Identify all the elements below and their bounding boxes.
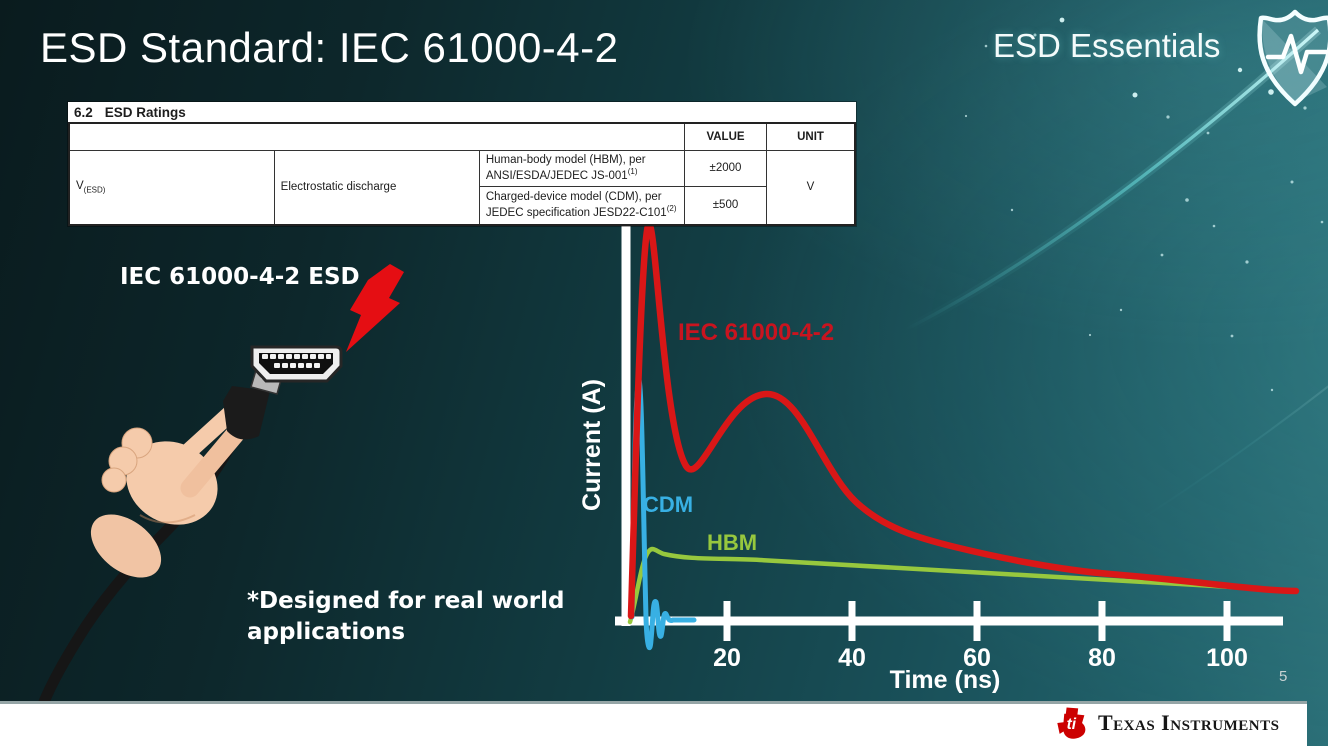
table-header-unit: UNIT xyxy=(766,122,856,151)
tick-label-60: 60 xyxy=(963,644,991,672)
svg-text:ti: ti xyxy=(1067,716,1077,733)
unit-cell: V xyxy=(766,149,856,226)
footnote-line-1: *Designed for real world xyxy=(247,588,565,614)
cdm-curve-label: CDM xyxy=(643,492,693,517)
tick-label-20: 20 xyxy=(713,644,741,672)
illustration-label: IEC 61000-4-2 ESD xyxy=(120,264,360,290)
hbm-curve xyxy=(627,546,1287,625)
parameter-name-cell: Electrostatic discharge xyxy=(273,149,480,226)
tick-label-40: 40 xyxy=(838,644,866,672)
brand-title: ESD Essentials xyxy=(993,27,1221,64)
hbm-value-cell: ±2000 xyxy=(684,150,767,187)
table-header-value: VALUE xyxy=(684,122,767,151)
esd-ratings-table: VALUE UNIT V(ESD) Electrostatic discharg… xyxy=(68,122,856,226)
parameter-symbol-cell: V(ESD) xyxy=(68,149,275,226)
lightning-bolt-icon xyxy=(346,264,404,352)
footer-bar xyxy=(0,701,1307,746)
x-axis xyxy=(615,616,1283,626)
slide-title: ESD Standard: IEC 61000-4-2 xyxy=(40,24,619,71)
tick-label-80: 80 xyxy=(1088,644,1116,672)
y-axis-label: Current (A) xyxy=(578,379,606,511)
illustration-footnote: *Designed for real world applications xyxy=(247,586,564,648)
hbm-description-cell: Human-body model (HBM), per ANSI/ESDA/JE… xyxy=(478,150,686,187)
comet-streak-faint xyxy=(1139,385,1328,521)
cdm-value-cell: ±500 xyxy=(684,185,767,226)
table-caption: 6.2 ESD Ratings xyxy=(68,102,856,122)
comet-streak xyxy=(904,28,1320,332)
tick-label-100: 100 xyxy=(1206,644,1248,672)
plug-handle xyxy=(223,386,270,440)
table-caption-title: ESD Ratings xyxy=(104,105,186,120)
ti-logo-text: Texas Instruments xyxy=(1098,710,1280,735)
cdm-description-cell: Charged-device model (CDM), per JEDEC sp… xyxy=(478,185,686,226)
y-axis xyxy=(621,217,631,626)
esd-ratings-table-block: 6.2 ESD Ratings VALUE UNIT V(ESD) Electro… xyxy=(68,102,856,226)
iec-curve-label: IEC 61000-4-2 xyxy=(678,319,834,346)
footnote-line-2: applications xyxy=(247,619,406,645)
star-dots xyxy=(964,17,1324,392)
x-axis-label: Time (ns) xyxy=(890,666,1001,694)
page-number: 5 xyxy=(1279,668,1288,685)
hbm-curve-label: HBM xyxy=(707,530,757,555)
ti-logo-lockup: ti Texas Instruments xyxy=(1056,706,1279,740)
x-axis-ticks xyxy=(723,601,1231,641)
table-caption-number: 6.2 xyxy=(74,105,93,120)
ti-logo-icon: ti xyxy=(1057,707,1086,739)
hdmi-connector-icon xyxy=(250,345,343,383)
table-header-empty xyxy=(68,122,685,151)
shield-pulse-icon xyxy=(1257,9,1328,107)
